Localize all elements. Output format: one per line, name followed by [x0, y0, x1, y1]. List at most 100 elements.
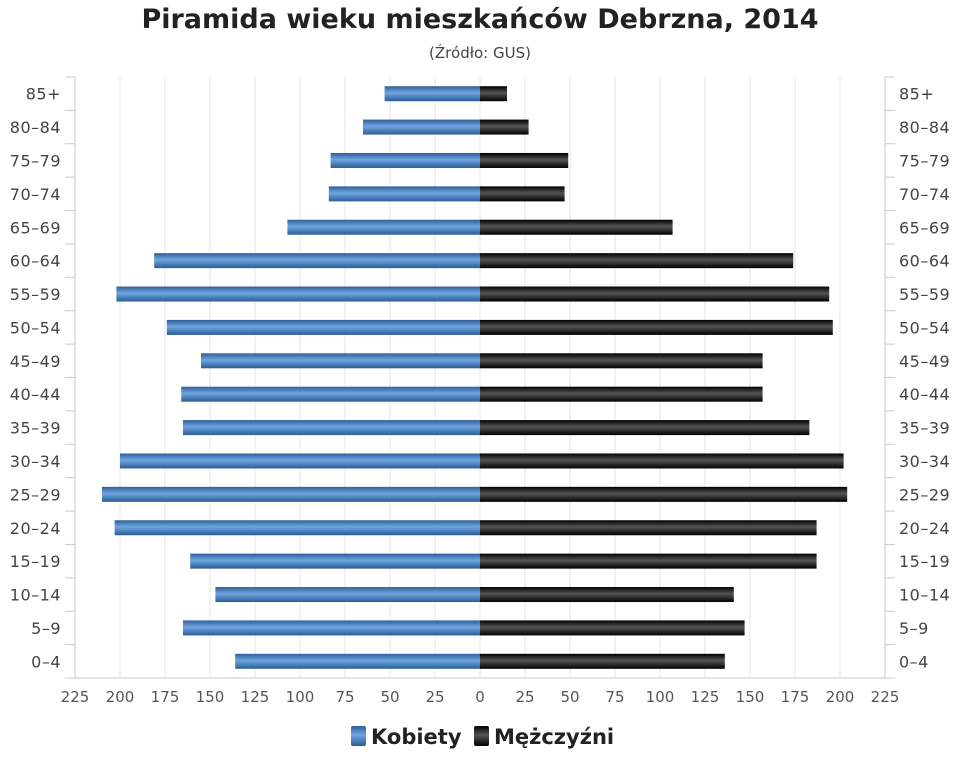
category-label-left: 85+	[26, 85, 61, 104]
x-tick-label: 50	[380, 688, 399, 706]
bar-mezczyzni	[480, 553, 817, 569]
bar-kobiety	[116, 286, 481, 302]
legend[interactable]: Kobiety Mężczyźni	[351, 725, 614, 749]
bar-mezczyzni	[480, 86, 507, 102]
category-label-left: 80–84	[10, 118, 61, 137]
category-label-right: 35–39	[899, 419, 950, 438]
category-label-right: 45–49	[899, 352, 950, 371]
category-label-right: 50–54	[899, 318, 950, 337]
category-label-right: 85+	[899, 85, 934, 104]
x-tick-label: 25	[515, 688, 534, 706]
category-label-right: 40–44	[899, 385, 950, 404]
bar-kobiety	[120, 453, 480, 469]
bar-mezczyzni	[480, 286, 830, 302]
category-label-left: 15–19	[10, 552, 61, 571]
category-label-right: 65–69	[899, 218, 950, 237]
x-tick-label: 200	[826, 688, 855, 706]
category-label-left: 75–79	[10, 151, 61, 170]
category-label-left: 70–74	[10, 185, 61, 204]
bar-kobiety	[154, 253, 480, 269]
axis-layer	[65, 76, 895, 679]
category-label-left: 20–24	[10, 519, 61, 538]
bar-kobiety	[181, 386, 480, 402]
category-label-left: 45–49	[10, 352, 61, 371]
x-tick-label: 100	[286, 688, 315, 706]
bar-mezczyzni	[480, 186, 565, 202]
category-label-right: 75–79	[899, 151, 950, 170]
bar-kobiety	[190, 553, 480, 569]
x-tick-label: 175	[151, 688, 180, 706]
x-tick-label: 150	[736, 688, 765, 706]
chart-subtitle: (Źródło: GUS)	[429, 44, 531, 62]
category-label-right: 70–74	[899, 185, 950, 204]
bar-mezczyzni	[480, 453, 844, 469]
bar-mezczyzni	[480, 253, 794, 269]
category-label-right: 30–34	[899, 452, 950, 471]
bar-mezczyzni	[480, 386, 763, 402]
category-label-left: 50–54	[10, 318, 61, 337]
legend-swatch	[474, 726, 489, 746]
category-label-left: 30–34	[10, 452, 61, 471]
x-tick-label: 75	[605, 688, 624, 706]
bar-kobiety	[287, 219, 480, 235]
bar-kobiety	[183, 420, 480, 436]
category-label-left: 55–59	[10, 285, 61, 304]
category-label-right: 5–9	[899, 619, 929, 638]
bar-kobiety	[215, 587, 480, 603]
bar-mezczyzni	[480, 119, 529, 135]
label-layer: 225 200 175 150 125 100 75 50 25 0 25 50 75 100 125 150…	[10, 85, 950, 706]
legend-item-kobiety[interactable]: Kobiety	[351, 725, 462, 749]
category-label-left: 10–14	[10, 586, 61, 605]
category-label-left: 25–29	[10, 485, 61, 504]
bar-kobiety	[166, 319, 481, 335]
bar-kobiety	[363, 119, 480, 135]
category-label-left: 60–64	[10, 252, 61, 271]
category-label-right: 20–24	[899, 519, 950, 538]
x-tick-label: 50	[560, 688, 579, 706]
bar-mezczyzni	[480, 520, 817, 536]
category-label-left: 40–44	[10, 385, 61, 404]
bar-mezczyzni	[480, 486, 848, 502]
x-tick-label: 225	[61, 688, 90, 706]
bar-kobiety	[235, 653, 480, 669]
legend-label: Kobiety	[371, 725, 462, 749]
bar-kobiety	[330, 152, 480, 168]
chart-title: Piramida wieku mieszkańców Debrzna, 2014	[141, 4, 819, 35]
bar-kobiety	[201, 353, 480, 369]
x-tick-label: 25	[425, 688, 444, 706]
x-tick-label: 125	[691, 688, 720, 706]
x-tick-label: 150	[196, 688, 225, 706]
category-label-right: 0–4	[899, 652, 929, 671]
x-tick-label: 175	[781, 688, 810, 706]
x-tick-label: 200	[106, 688, 135, 706]
bar-mezczyzni	[480, 219, 673, 235]
legend-item-mezczyzni[interactable]: Mężczyźni	[474, 725, 614, 749]
category-label-right: 15–19	[899, 552, 950, 571]
bar-kobiety	[102, 486, 480, 502]
bar-kobiety	[328, 186, 480, 202]
bar-mezczyzni	[480, 353, 763, 369]
bar-layer	[102, 86, 848, 669]
category-label-right: 10–14	[899, 586, 950, 605]
bar-mezczyzni	[480, 319, 833, 335]
category-label-left: 35–39	[10, 419, 61, 438]
category-label-right: 55–59	[899, 285, 950, 304]
bar-kobiety	[384, 86, 480, 102]
category-label-right: 80–84	[899, 118, 950, 137]
bar-mezczyzni	[480, 152, 569, 168]
category-label-right: 60–64	[899, 252, 950, 271]
legend-swatch	[351, 726, 366, 746]
legend-label: Mężczyźni	[494, 725, 614, 749]
bar-mezczyzni	[480, 420, 810, 436]
x-tick-label: 100	[646, 688, 675, 706]
bar-mezczyzni	[480, 620, 745, 636]
bar-mezczyzni	[480, 653, 725, 669]
x-tick-label: 125	[241, 688, 270, 706]
bar-kobiety	[183, 620, 480, 636]
x-tick-label: 0	[475, 688, 485, 706]
category-label-left: 0–4	[31, 652, 61, 671]
x-tick-label: 225	[871, 688, 900, 706]
bar-mezczyzni	[480, 587, 734, 603]
bar-kobiety	[114, 520, 480, 536]
